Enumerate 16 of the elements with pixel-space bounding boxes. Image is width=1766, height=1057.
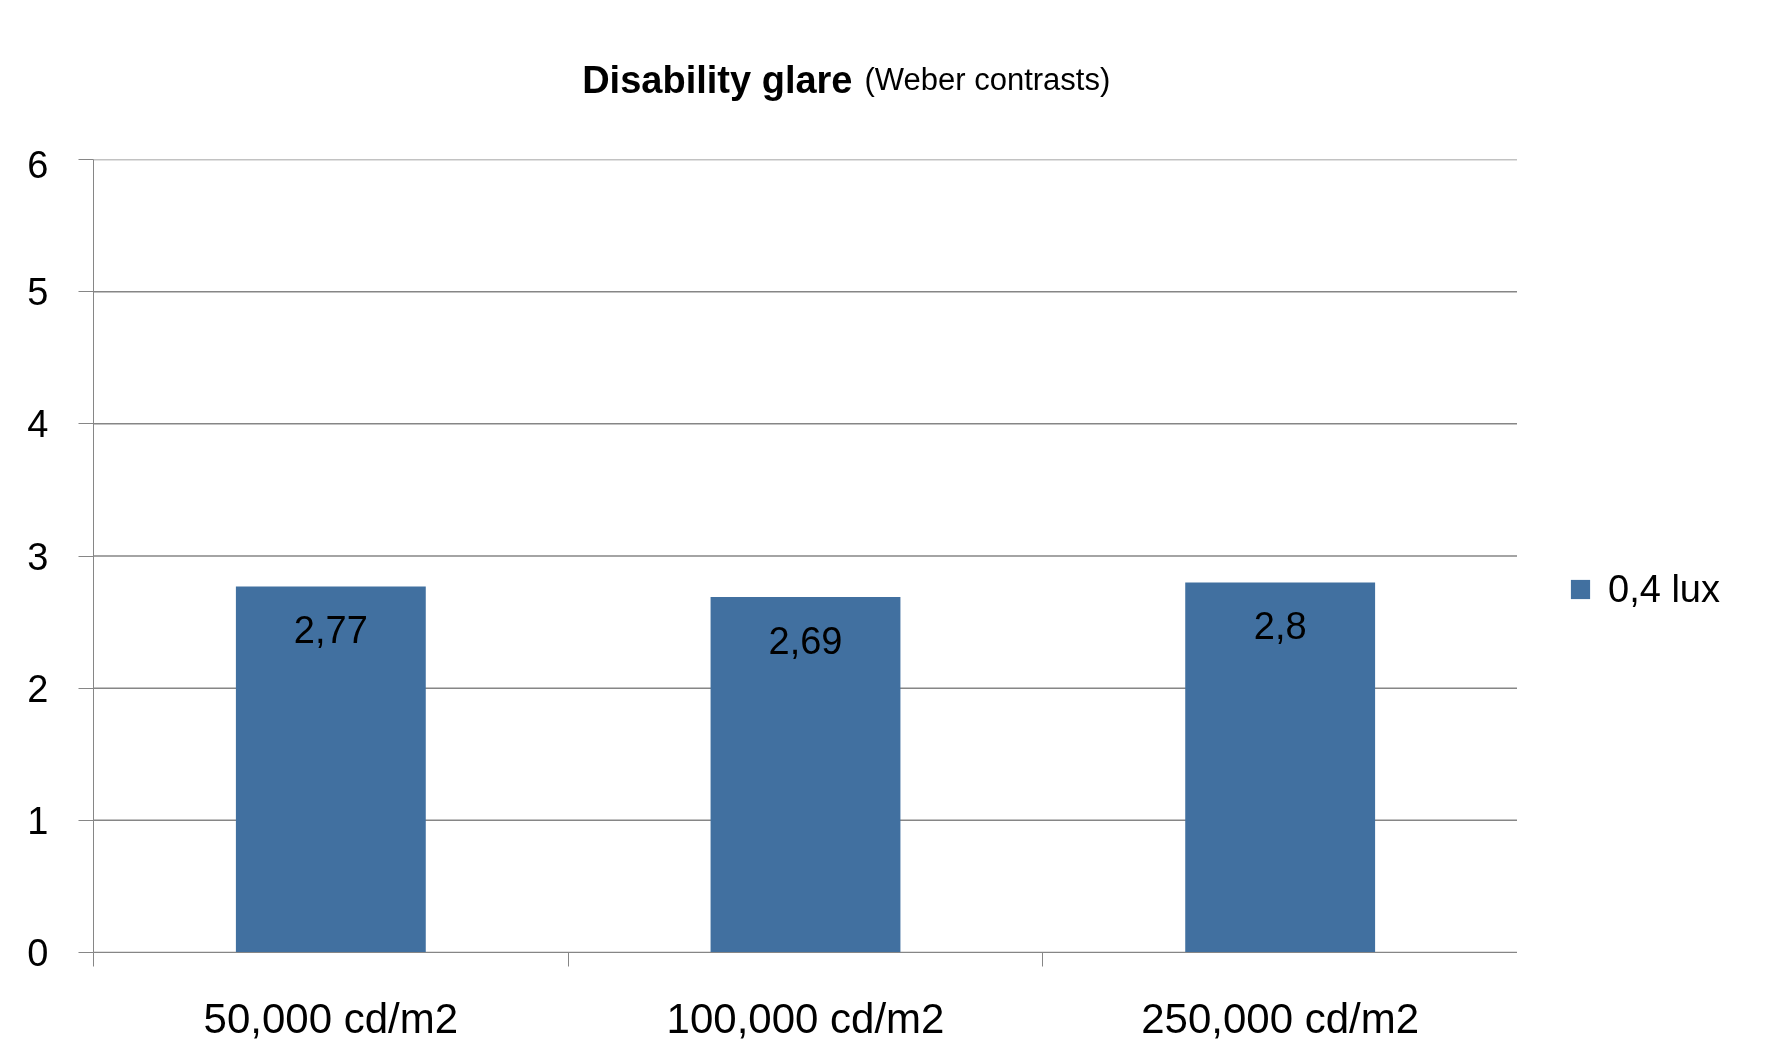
y-tick-label: 1 (27, 799, 49, 842)
data-label: 2,8 (1253, 605, 1307, 648)
data-label: 2,77 (293, 609, 368, 652)
y-tick-label: 2 (27, 667, 49, 710)
legend-label: 0,4 lux (1608, 567, 1720, 611)
chart-subtitle: (Weber contrasts) (864, 62, 1111, 97)
x-tick-label: 50,000 cd/m2 (203, 994, 459, 1042)
data-label: 2,69 (768, 619, 843, 662)
y-tick-label: 6 (27, 143, 49, 186)
x-tick-label: 250,000 cd/m2 (1141, 994, 1420, 1042)
y-tick-label: 4 (27, 403, 49, 446)
y-tick-label: 0 (27, 932, 49, 974)
x-tick-label: 100,000 cd/m2 (666, 994, 945, 1042)
y-tick-label: 3 (27, 535, 49, 578)
y-tick-label: 5 (27, 271, 49, 314)
chart-title: Disability glare (582, 58, 853, 101)
